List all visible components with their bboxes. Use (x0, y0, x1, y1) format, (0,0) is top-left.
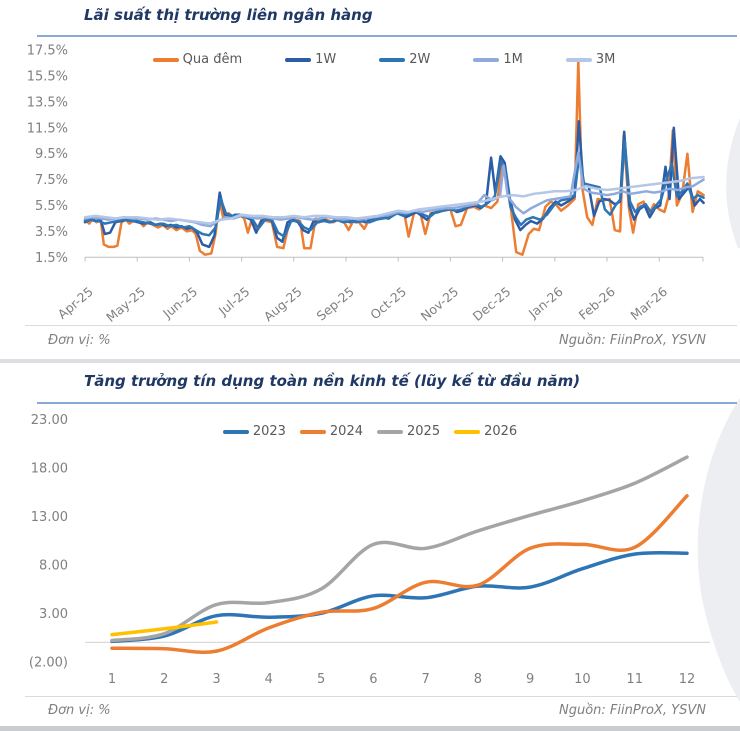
legend-label: 2025 (407, 424, 441, 439)
legend-swatch-icon (152, 57, 179, 62)
chart2-x-tick-label: 11 (626, 672, 643, 687)
legend-swatch-icon (454, 429, 481, 434)
chart2-y-tick-label: 18.00 (31, 461, 68, 476)
chart2-footer-line (25, 696, 737, 697)
chart1-y-tick-label: 5.5% (35, 199, 68, 214)
chart2-source-label: Nguồn: FiinProX, YSVN (559, 703, 706, 718)
chart1-footer-line (25, 325, 737, 326)
chart1-x-tick-label: Oct-25 (367, 284, 409, 323)
legend-item-Qua đêm: Qua đêm (152, 52, 243, 67)
chart1-source-label: Nguồn: FiinProX, YSVN (559, 333, 706, 348)
watermark-swoosh-top (726, 118, 740, 248)
section-divider (0, 359, 740, 363)
chart1-y-tick-label: 15.5% (27, 70, 68, 85)
chart1-x-tick-label: Sep-25 (314, 284, 357, 324)
chart2-x-tick-label: 9 (526, 672, 534, 687)
chart1-unit-label: Đơn vị: % (48, 333, 111, 348)
chart1-y-tick-label: 17.5% (27, 44, 68, 59)
chart1-x-tick-label: May-25 (103, 284, 148, 325)
legend-label: 1W (315, 52, 337, 67)
legend-swatch-icon (377, 429, 403, 434)
chart1-y-tick-label: 13.5% (27, 95, 68, 110)
chart1-title-rule (37, 35, 737, 37)
chart1-x-tick-label: Aug-25 (261, 284, 305, 324)
legend-item-1W: 1W (285, 52, 336, 67)
chart1-x-tick-label: Nov-25 (418, 284, 462, 324)
chart2-unit-label: Đơn vị: % (48, 703, 111, 718)
chart1-legend: Qua đêm 1W 2W 1M 3M (0, 52, 740, 67)
chart1-y-tick-label: 9.5% (35, 147, 68, 162)
chart2-y-tick-label: 3.00 (39, 607, 68, 622)
chart2-y-tick-label: (2.00) (29, 655, 68, 670)
legend-item-3M: 3M (565, 52, 616, 67)
chart2-x-tick-label: 8 (474, 672, 482, 687)
chart2-x-tick-label: 1 (108, 672, 116, 687)
legend-item-2023: 2023 (222, 424, 286, 439)
chart1-x-tick-label: Apr-25 (55, 284, 96, 322)
chart1-x-tick-label: Jan-26 (525, 284, 566, 322)
legend-label: 3M (595, 52, 616, 67)
page-bottom-edge (0, 726, 740, 731)
chart1-series-3M (83, 175, 705, 225)
legend-label: 1M (503, 52, 523, 67)
chart2-series-2024 (110, 494, 689, 655)
chart1-x-tick-label: Jun-25 (159, 284, 200, 322)
legend-swatch-icon (473, 57, 500, 62)
legend-item-1M: 1M (473, 52, 523, 67)
legend-label: 2024 (329, 424, 363, 439)
chart2-x-tick-label: 3 (212, 672, 220, 687)
legend-item-2024: 2024 (299, 424, 363, 439)
legend-swatch-icon (222, 429, 249, 434)
chart2-x-tick-label: 2 (160, 672, 168, 687)
chart2-x-tick-label: 10 (574, 672, 591, 687)
chart2-series-2026 (110, 620, 219, 637)
chart1-title: Lãi suất thị trường liên ngân hàng (84, 6, 373, 24)
legend-swatch-icon (379, 57, 406, 62)
chart2-x-tick-label: 4 (265, 672, 273, 687)
chart2-x-tick-label: 5 (317, 672, 325, 687)
chart2-y-tick-label: 8.00 (39, 558, 68, 573)
chart1-x-tick-label: Dec-25 (470, 284, 514, 324)
legend-swatch-icon (565, 57, 592, 62)
chart1-x-tick-label: Mar-26 (627, 284, 670, 323)
legend-label: Qua đêm (182, 52, 243, 67)
watermark-swoosh-bottom (697, 398, 740, 702)
chart1-x-tick-label: Jul-25 (215, 284, 253, 319)
chart2-series-2025 (110, 455, 689, 643)
legend-item-2025: 2025 (377, 424, 440, 439)
chart2-y-tick-label: 23.00 (31, 413, 68, 428)
chart2-x-tick-label: 7 (421, 672, 429, 687)
chart1-y-tick-label: 11.5% (27, 121, 68, 136)
chart2-x-tick-label: 12 (679, 672, 696, 687)
legend-item-2026: 2026 (454, 424, 517, 439)
chart2-title: Tăng trưởng tín dụng toàn nền kinh tế (l… (84, 372, 581, 390)
chart1-y-tick-label: 1.5% (35, 251, 68, 266)
chart1-y-tick-label: 7.5% (35, 173, 68, 188)
chart2-title-rule (37, 402, 737, 404)
legend-swatch-icon (285, 57, 312, 62)
legend-label: 2026 (484, 424, 518, 439)
chart1-series-1W (83, 120, 705, 249)
chart2-x-tick-label: 6 (369, 672, 377, 687)
legend-item-2W: 2W (379, 52, 430, 67)
legend-label: 2023 (252, 424, 286, 439)
chart2-y-tick-label: 13.00 (31, 510, 68, 525)
legend-label: 2W (409, 52, 431, 67)
chart1-y-tick-label: 3.5% (35, 225, 68, 240)
chart1-x-tick-label: Feb-26 (576, 284, 618, 323)
chart2-legend: 2023 2024 2025 2026 (0, 424, 740, 439)
legend-swatch-icon (299, 429, 326, 434)
chart2-series-2023 (110, 550, 689, 644)
